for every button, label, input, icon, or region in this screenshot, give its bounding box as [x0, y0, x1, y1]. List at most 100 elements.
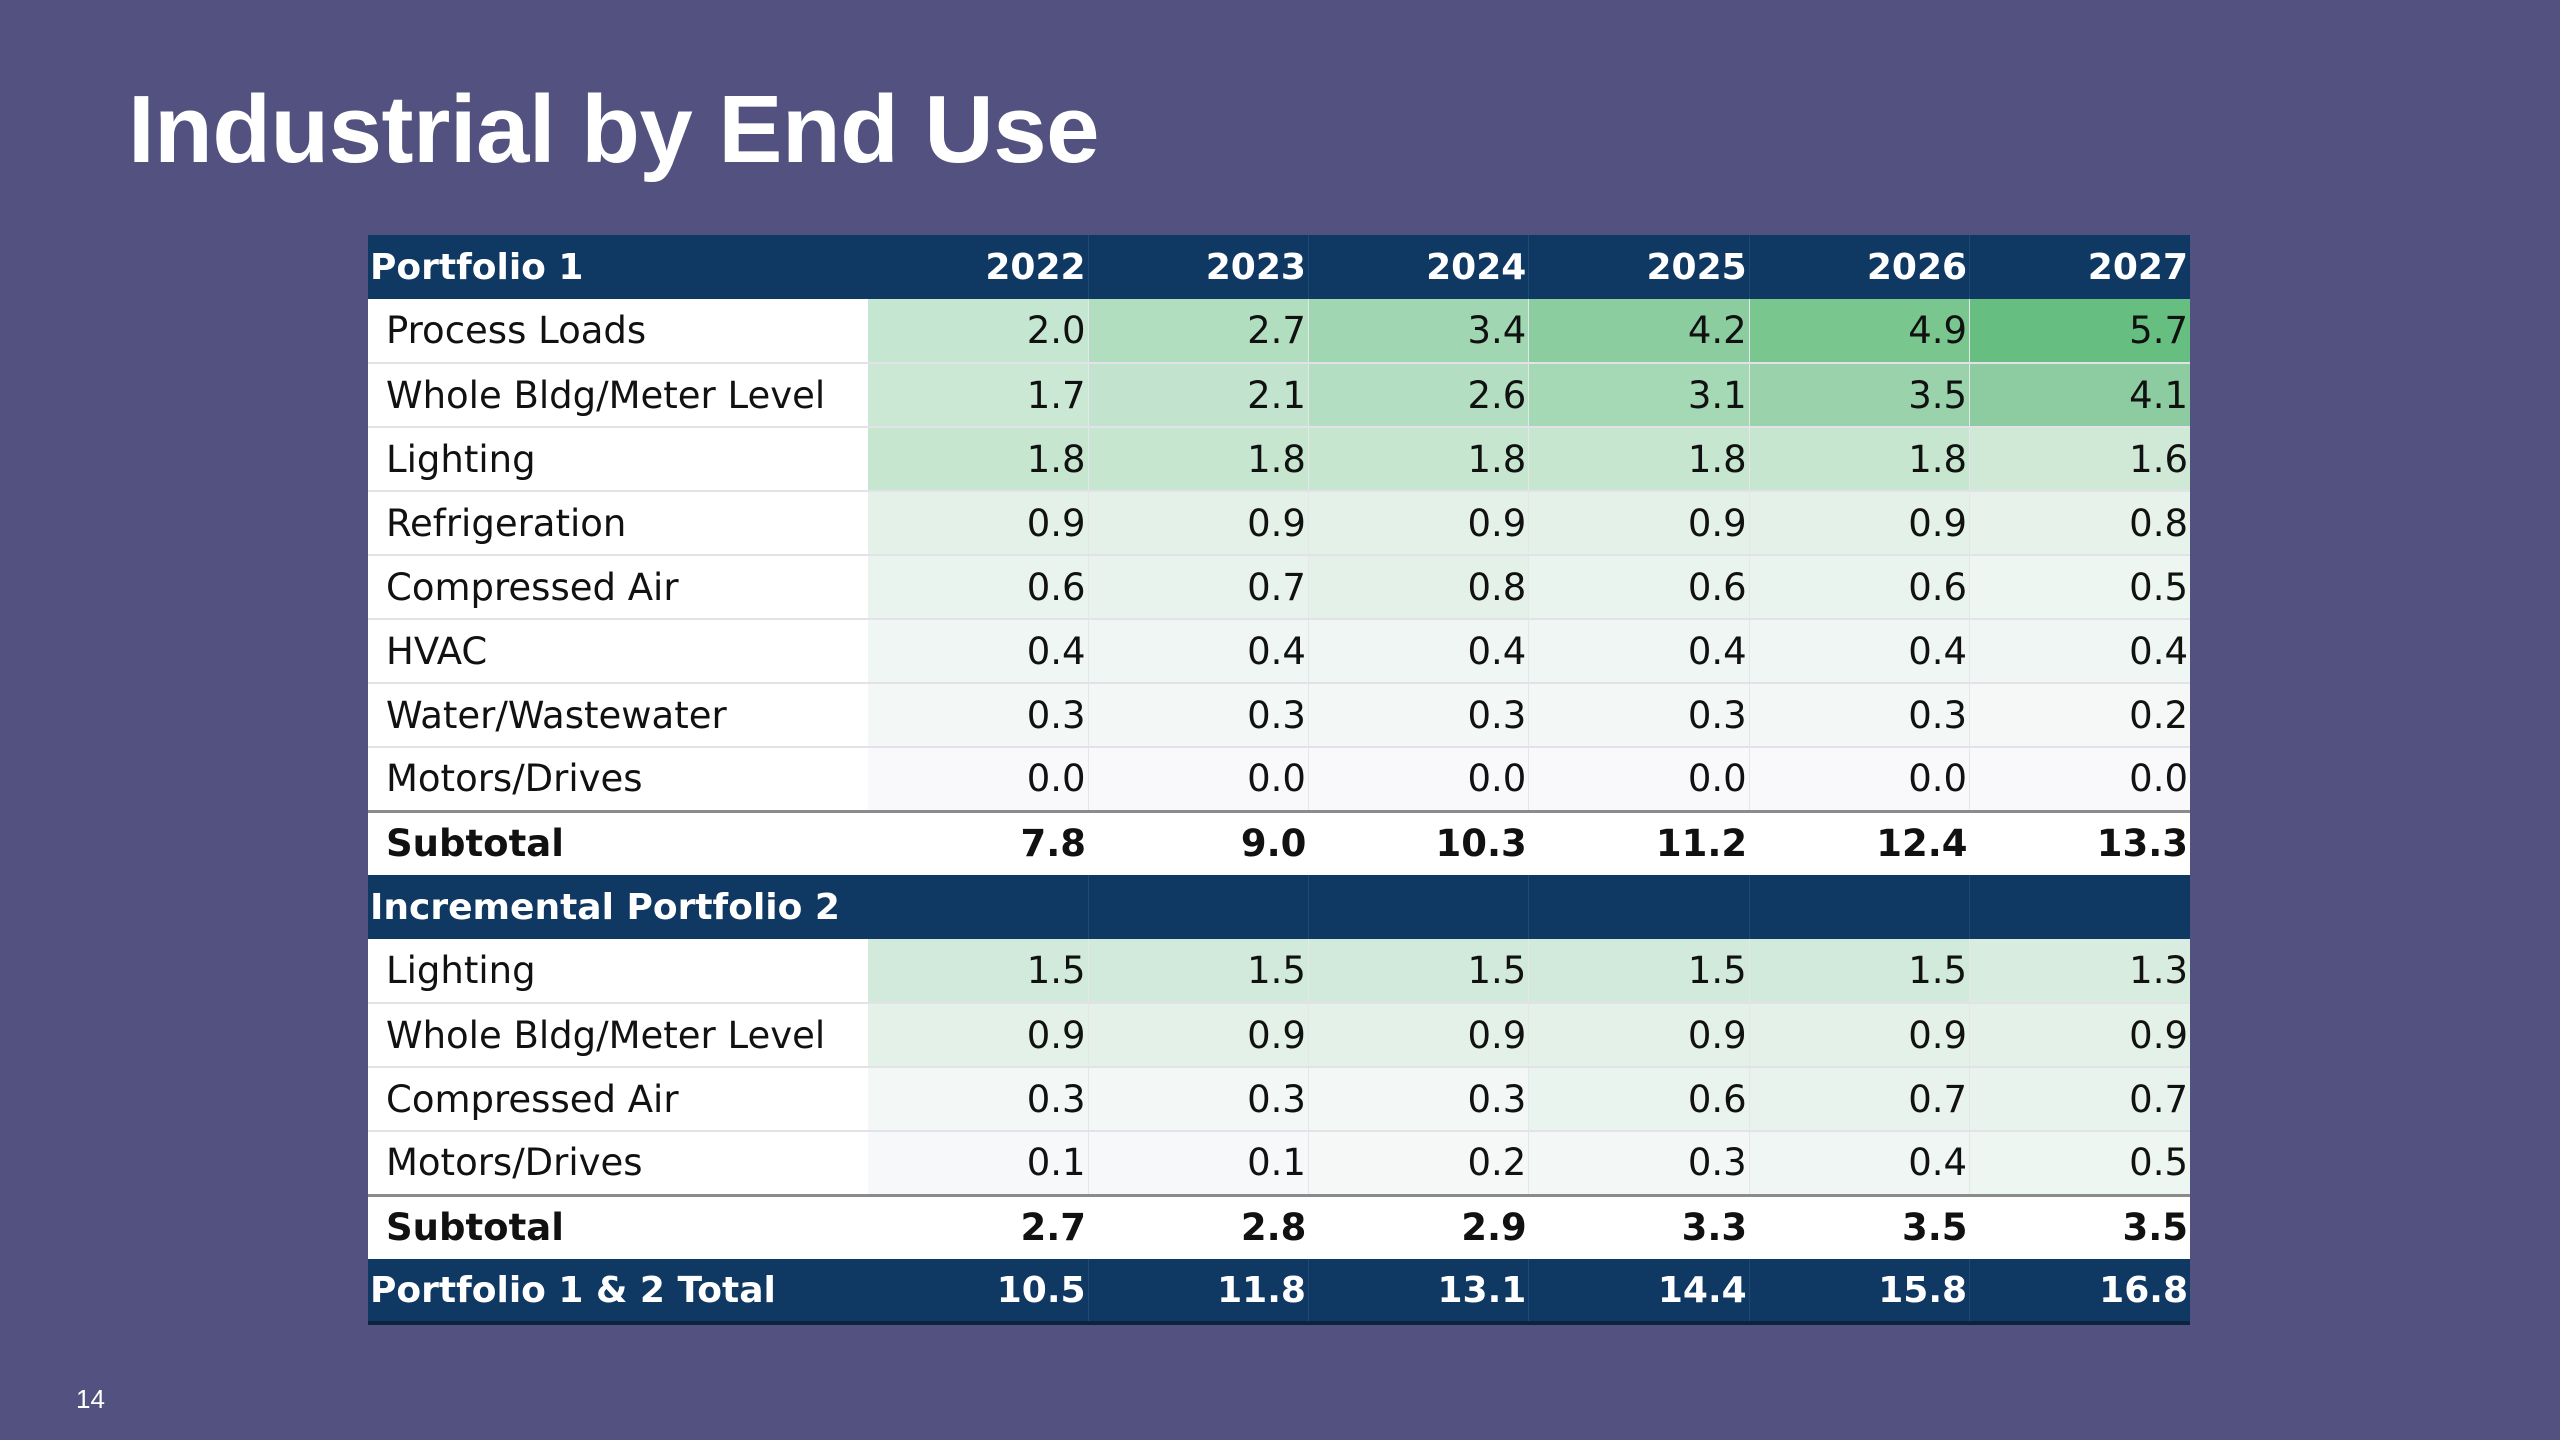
row-label: Whole Bldg/Meter Level: [368, 363, 868, 428]
value-cell: 1.3: [1969, 939, 2190, 1004]
table-row: Lighting 1.8 1.8 1.8 1.8 1.8 1.6: [368, 427, 2190, 492]
value-cell: 0.9: [1969, 1003, 2190, 1068]
row-label: Water/Wastewater: [368, 683, 868, 748]
value-cell: 0.3: [1308, 683, 1530, 748]
empty-header-cell: [1749, 875, 1971, 939]
value-cell: 0.4: [1088, 619, 1309, 684]
value-cell: 0.1: [1088, 1131, 1309, 1197]
value-cell: 1.8: [1308, 427, 1530, 492]
value-cell: 0.9: [867, 1003, 1089, 1068]
subtotal-value: 2.9: [1308, 1195, 1529, 1259]
year-header: 2023: [1088, 235, 1309, 299]
row-label: Refrigeration: [368, 491, 868, 556]
subtotal-row: Subtotal 2.7 2.8 2.9 3.3 3.5 3.5: [368, 1195, 2190, 1259]
value-cell: 0.9: [1088, 1003, 1309, 1068]
row-label: HVAC: [368, 619, 868, 684]
value-cell: 0.0: [1528, 747, 1750, 813]
value-cell: 0.0: [1969, 747, 2190, 813]
table-row: Motors/Drives 0.1 0.1 0.2 0.3 0.4 0.5: [368, 1131, 2190, 1197]
value-cell: 0.3: [1749, 683, 1971, 748]
value-cell: 0.6: [1528, 1067, 1750, 1132]
value-cell: 0.9: [867, 491, 1089, 556]
empty-header-cell: [1088, 875, 1309, 939]
value-cell: 0.4: [1749, 1131, 1971, 1197]
value-cell: 0.0: [1308, 747, 1530, 813]
value-cell: 0.7: [1088, 555, 1309, 620]
value-cell: 0.9: [1088, 491, 1309, 556]
value-cell: 0.4: [1308, 619, 1530, 684]
table-row: HVAC 0.4 0.4 0.4 0.4 0.4 0.4: [368, 619, 2190, 684]
page-number: 14: [76, 1384, 105, 1414]
value-cell: 0.4: [1528, 619, 1750, 684]
value-cell: 0.2: [1308, 1131, 1530, 1197]
end-use-table-container: Portfolio 1 2022 2023 2024 2025 2026 202…: [368, 235, 2190, 1325]
empty-header-cell: [867, 875, 1089, 939]
portfolio2-header-row: Incremental Portfolio 2: [368, 875, 2190, 939]
value-cell: 2.1: [1088, 363, 1309, 428]
value-cell: 3.4: [1308, 299, 1530, 364]
value-cell: 0.8: [1308, 555, 1530, 620]
table-row: Lighting 1.5 1.5 1.5 1.5 1.5 1.3: [368, 939, 2190, 1004]
table-row: Motors/Drives 0.0 0.0 0.0 0.0 0.0 0.0: [368, 747, 2190, 813]
value-cell: 0.9: [1749, 491, 1971, 556]
row-label: Compressed Air: [368, 1067, 868, 1132]
value-cell: 0.6: [867, 555, 1089, 620]
row-label: Lighting: [368, 427, 868, 492]
end-use-table-body: Portfolio 1 2022 2023 2024 2025 2026 202…: [368, 235, 2190, 1325]
value-cell: 0.3: [1528, 683, 1750, 748]
value-cell: 0.9: [1528, 1003, 1750, 1068]
table-row: Compressed Air 0.3 0.3 0.3 0.6 0.7 0.7: [368, 1067, 2190, 1132]
value-cell: 0.7: [1969, 1067, 2190, 1132]
value-cell: 0.6: [1749, 555, 1971, 620]
value-cell: 2.0: [867, 299, 1089, 364]
row-label: Whole Bldg/Meter Level: [368, 1003, 868, 1068]
value-cell: 0.3: [1308, 1067, 1530, 1132]
year-header: 2027: [1969, 235, 2190, 299]
value-cell: 0.6: [1528, 555, 1750, 620]
value-cell: 0.9: [1749, 1003, 1971, 1068]
year-header: 2022: [867, 235, 1089, 299]
value-cell: 0.5: [1969, 1131, 2190, 1197]
empty-header-cell: [1969, 875, 2190, 939]
table-row: Compressed Air 0.6 0.7 0.8 0.6 0.6 0.5: [368, 555, 2190, 620]
subtotal-value: 10.3: [1308, 811, 1529, 875]
subtotal-value: 12.4: [1749, 811, 1970, 875]
row-label: Motors/Drives: [368, 1131, 868, 1197]
year-header: 2025: [1528, 235, 1750, 299]
year-header: 2026: [1749, 235, 1971, 299]
subtotal-value: 11.2: [1528, 811, 1750, 875]
total-value: 13.1: [1308, 1259, 1530, 1325]
subtotal-value: 2.8: [1088, 1195, 1309, 1259]
subtotal-value: 3.5: [1969, 1195, 2190, 1259]
value-cell: 0.3: [867, 1067, 1089, 1132]
portfolio1-header-label: Portfolio 1: [368, 235, 868, 299]
value-cell: 2.6: [1308, 363, 1530, 428]
subtotal-value: 2.7: [867, 1195, 1089, 1259]
subtotal-label: Subtotal: [368, 811, 868, 875]
value-cell: 3.5: [1749, 363, 1971, 428]
row-label: Motors/Drives: [368, 747, 868, 813]
subtotal-row: Subtotal 7.8 9.0 10.3 11.2 12.4 13.3: [368, 811, 2190, 875]
value-cell: 0.9: [1308, 491, 1530, 556]
value-cell: 1.8: [1088, 427, 1309, 492]
total-value: 14.4: [1528, 1259, 1750, 1325]
value-cell: 0.7: [1749, 1067, 1971, 1132]
subtotal-label: Subtotal: [368, 1195, 868, 1259]
table-row: Whole Bldg/Meter Level 1.7 2.1 2.6 3.1 3.5 4.1: [368, 363, 2190, 428]
total-value: 10.5: [867, 1259, 1089, 1325]
value-cell: 1.5: [1308, 939, 1530, 1004]
value-cell: 1.8: [867, 427, 1089, 492]
value-cell: 1.5: [867, 939, 1089, 1004]
value-cell: 0.3: [867, 683, 1089, 748]
total-value: 15.8: [1749, 1259, 1971, 1325]
subtotal-value: 7.8: [867, 811, 1089, 875]
total-value: 11.8: [1088, 1259, 1309, 1325]
value-cell: 0.3: [1528, 1131, 1750, 1197]
value-cell: 0.9: [1528, 491, 1750, 556]
end-use-table: Portfolio 1 2022 2023 2024 2025 2026 202…: [368, 235, 2190, 1325]
value-cell: 5.7: [1969, 299, 2190, 364]
total-value: 16.8: [1969, 1259, 2190, 1325]
value-cell: 1.5: [1749, 939, 1971, 1004]
value-cell: 1.5: [1528, 939, 1750, 1004]
value-cell: 0.4: [1749, 619, 1971, 684]
